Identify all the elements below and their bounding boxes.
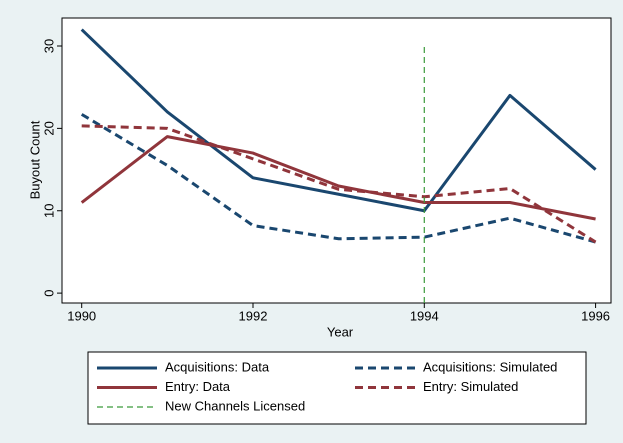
y-tick-label: 0: [41, 289, 56, 296]
legend-label: Acquisitions: Data: [165, 359, 270, 374]
y-tick-label: 20: [41, 121, 56, 135]
legend: [87, 351, 587, 425]
series-line: [80, 28, 597, 213]
legend-label: Entry: Data: [165, 379, 231, 394]
y-tick-label: 30: [41, 39, 56, 53]
y-tick-label: 10: [41, 204, 56, 218]
legend-label: Acquisitions: Simulated: [423, 359, 557, 374]
y-axis-label: Buyout Count: [27, 120, 42, 199]
x-tick-label: 1996: [581, 308, 610, 323]
legend-label: Entry: Simulated: [423, 379, 518, 394]
plot-area: [61, 17, 612, 304]
x-tick-label: 1990: [67, 308, 96, 323]
series-line: [80, 135, 596, 221]
x-tick-label: 1994: [410, 308, 439, 323]
series-line: [81, 124, 597, 244]
x-tick-label: 1992: [239, 308, 268, 323]
x-axis-label: Year: [327, 324, 354, 339]
series-line: [80, 113, 596, 244]
legend-label: New Channels Licensed: [165, 398, 305, 413]
